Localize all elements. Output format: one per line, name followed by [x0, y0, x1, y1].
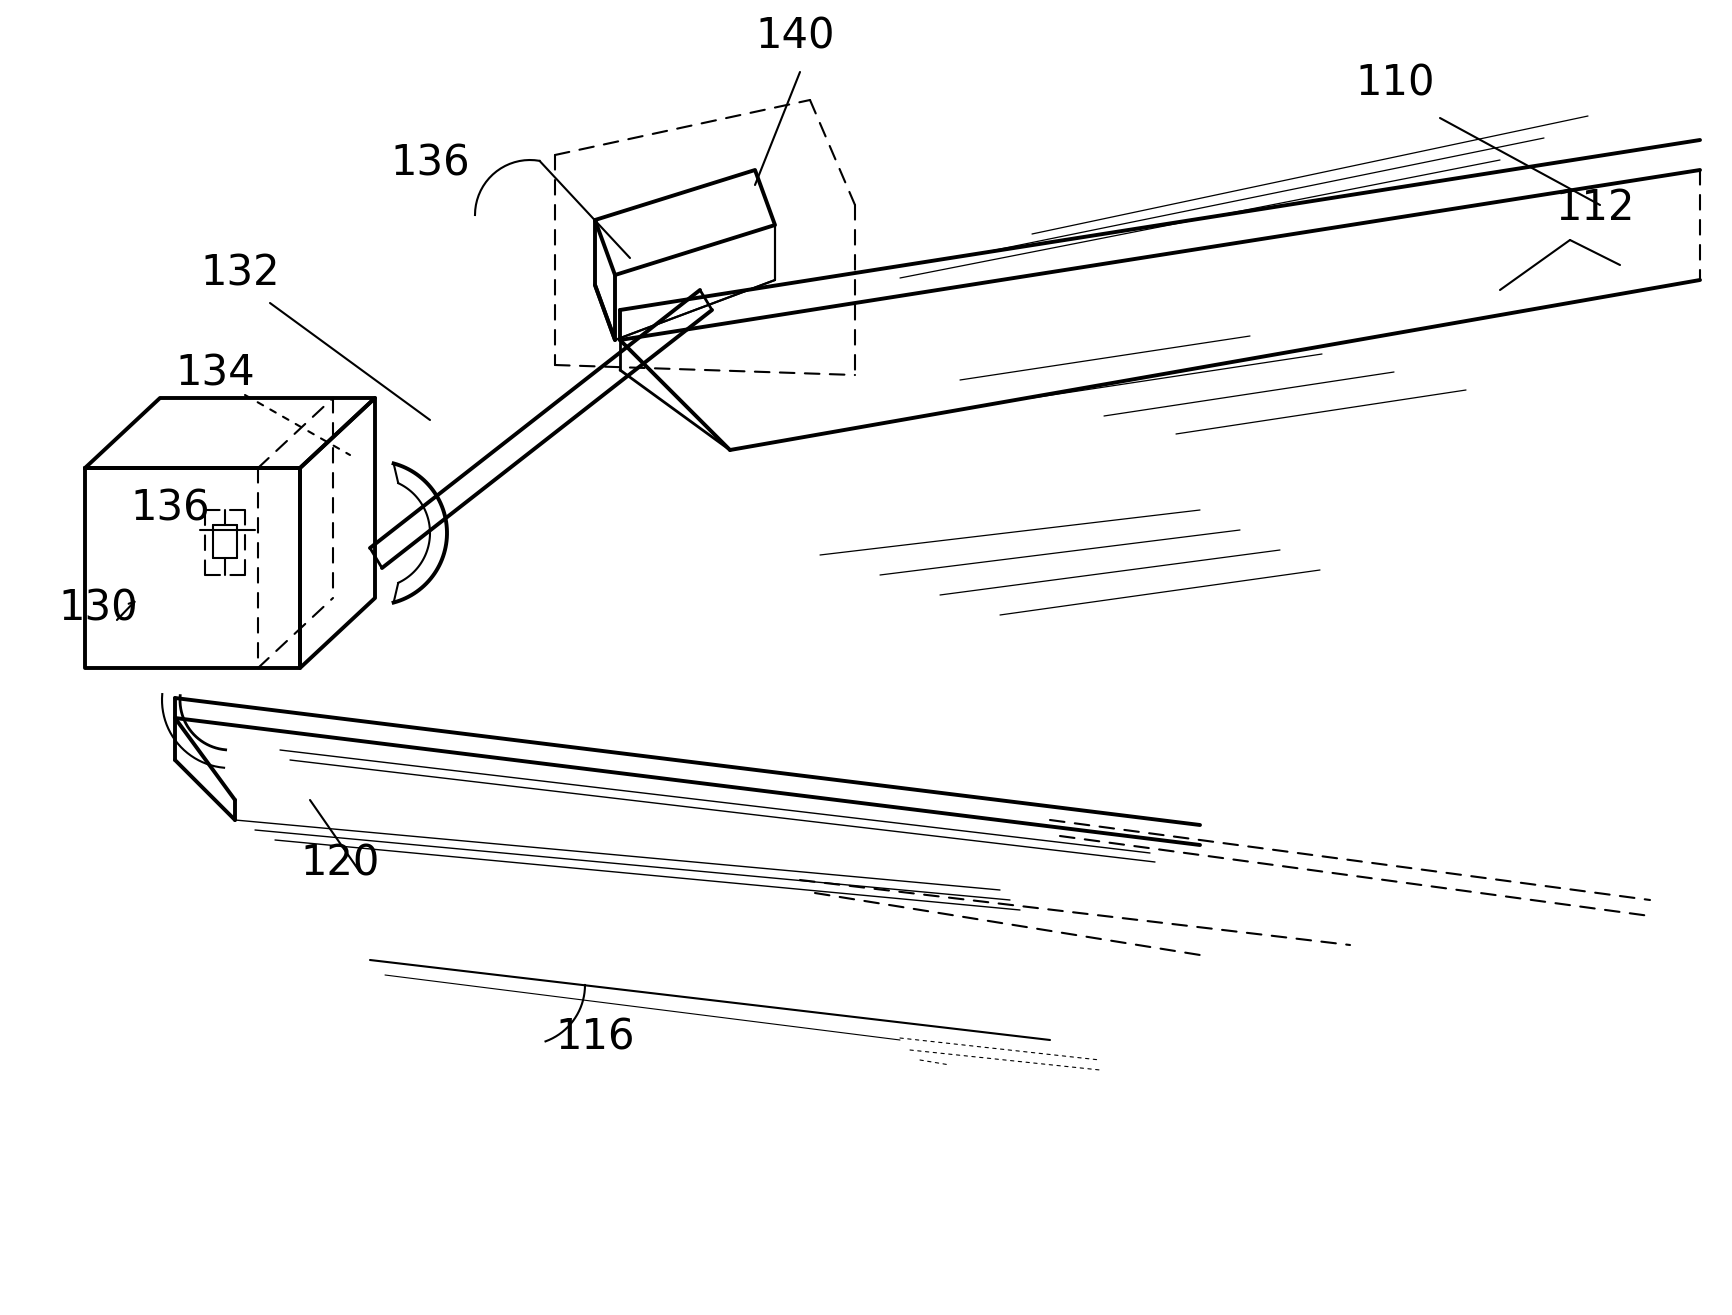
- Text: 136: 136: [130, 487, 210, 529]
- Text: 134: 134: [175, 352, 255, 394]
- Text: 132: 132: [199, 252, 279, 295]
- Text: 120: 120: [300, 842, 379, 884]
- Text: 140: 140: [755, 14, 835, 57]
- Text: 116: 116: [554, 1016, 634, 1059]
- Text: 110: 110: [1354, 62, 1434, 104]
- Text: 130: 130: [57, 586, 137, 629]
- Text: 112: 112: [1554, 187, 1633, 229]
- Text: 136: 136: [390, 142, 469, 184]
